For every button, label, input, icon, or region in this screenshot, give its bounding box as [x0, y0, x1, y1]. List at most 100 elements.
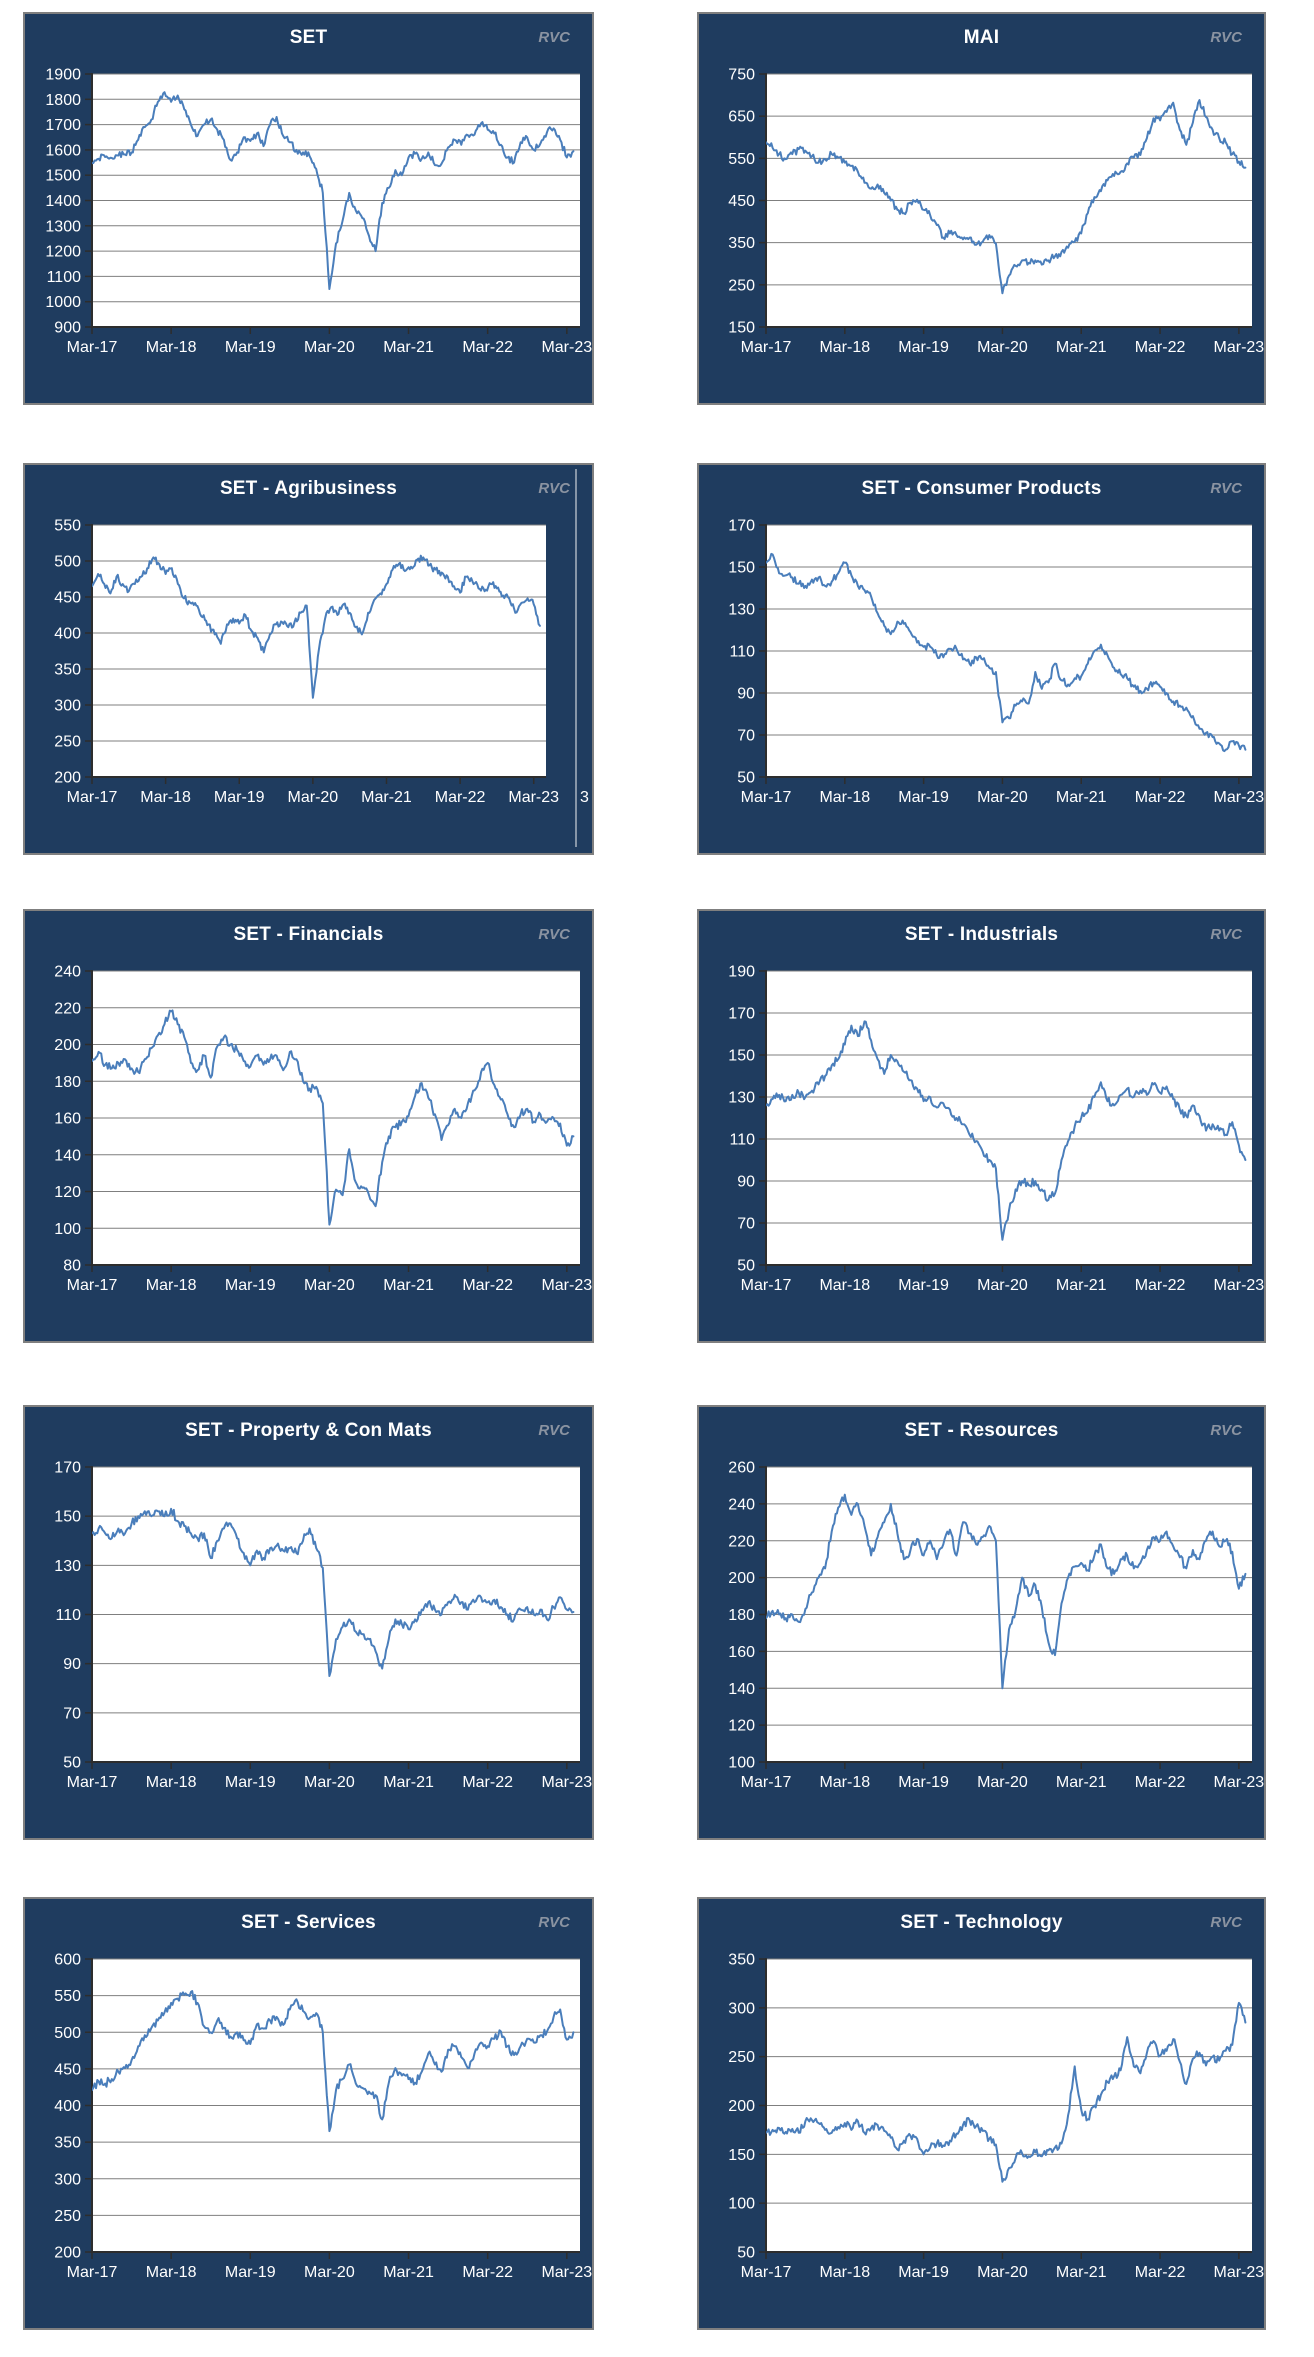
chart-title: SET - Property & Con Mats	[185, 1420, 432, 1441]
y-axis-tick-label: 200	[728, 2098, 755, 2115]
rvc-watermark: RVC	[538, 926, 570, 943]
price-line-set-industrials	[766, 1020, 1247, 1241]
price-line-set-resources	[766, 1493, 1247, 1690]
x-axis-tick-label: Mar-23	[541, 2264, 592, 2281]
x-axis-tick-label: Mar-21	[383, 2264, 434, 2281]
x-axis-tick-label: Mar-22	[435, 789, 486, 806]
chart-panel-set-technology: SET - Technology RVC 50 100 150 200 250 300 350 M…	[697, 1897, 1266, 2330]
x-axis-tick-label: Mar-20	[977, 789, 1028, 806]
plot-canvas-set-agribusiness: 200 250 300 350 400 450 500 550 Mar-17 Mar-18 Mar-…	[54, 469, 589, 847]
plot-canvas-set-technology: 50 100 150 200 250 300 350 Mar-17 Mar-18 Mar-19 Ma…	[728, 1952, 1264, 2282]
x-axis-tick-label: Mar-19	[225, 339, 276, 356]
y-axis-tick-label: 200	[54, 770, 81, 787]
y-axis-tick-label: 180	[54, 1074, 81, 1091]
x-axis-tick-label: Mar-17	[67, 1774, 118, 1791]
chart-title: SET	[289, 27, 328, 48]
x-axis-tick-label: Mar-18	[819, 2264, 870, 2281]
y-axis-tick-label: 80	[63, 1258, 81, 1275]
chart-panel-set: SET RVC 900 1000 1100 1200 1300 1400 1500 1600 170…	[23, 12, 594, 405]
y-axis-tick-label: 90	[737, 1174, 755, 1191]
chart-title: SET - Agribusiness	[219, 478, 398, 499]
y-axis-tick-label: 150	[728, 320, 755, 337]
y-axis-tick-label: 90	[63, 1656, 81, 1673]
y-axis-tick-label: 100	[728, 2196, 755, 2213]
y-axis-tick-label: 200	[54, 2245, 81, 2262]
y-axis-tick-label: 70	[63, 1705, 81, 1722]
x-axis-tick-label: Mar-21	[383, 339, 434, 356]
x-axis-tick-label: Mar-20	[304, 2264, 355, 2281]
y-axis-tick-label: 500	[54, 554, 81, 571]
y-axis-tick-label: 170	[54, 1460, 81, 1477]
y-axis-tick-label: 350	[728, 1952, 755, 1969]
x-axis-tick-label: Mar-17	[67, 2264, 118, 2281]
y-axis-tick-label: 130	[728, 1090, 755, 1107]
y-axis-tick-label: 1100	[47, 269, 82, 286]
plot-canvas-set-industrials: 50 70 90 110 130 150 170 190 Mar-17 Mar-18 Mar-19 M…	[728, 964, 1264, 1295]
x-axis-tick-label: Mar-18	[146, 1774, 197, 1791]
x-axis-tick-label: Mar-21	[383, 1774, 434, 1791]
x-axis-tick-label: Mar-18	[140, 789, 191, 806]
x-axis-tick-label: Mar-21	[1056, 2264, 1107, 2281]
x-axis-tick-label: Mar-17	[741, 339, 792, 356]
x-axis-tick-label: Mar-19	[225, 1277, 276, 1294]
x-axis-tick-label: Mar-20	[304, 1277, 355, 1294]
x-axis-tick-label: Mar-22	[1135, 1277, 1186, 1294]
y-axis-tick-label: 160	[728, 1644, 755, 1661]
x-axis-tick-label: Mar-20	[977, 1277, 1028, 1294]
rvc-watermark: RVC	[538, 1422, 570, 1439]
price-line-mai	[766, 99, 1247, 295]
rvc-watermark: RVC	[1210, 480, 1242, 497]
y-axis-tick-label: 120	[728, 1718, 755, 1735]
chart-panel-set-resources: SET - Resources RVC 100 120 140 160 180 200 220 2…	[697, 1405, 1266, 1840]
y-axis-tick-label: 550	[54, 1988, 81, 2005]
chart-panel-set-agribusiness: SET - Agribusiness RVC 200 250 300 350 400 450 5…	[23, 463, 594, 855]
y-axis-tick-label: 220	[54, 1000, 81, 1017]
y-axis-tick-label: 550	[54, 518, 81, 535]
y-axis-tick-label: 50	[737, 770, 755, 787]
y-axis-tick-label: 120	[54, 1184, 81, 1201]
rvc-watermark: RVC	[538, 480, 570, 497]
plot-canvas-set-financials: 80 100 120 140 160 180 200 220 240 Mar-17 Mar-18 Ma…	[54, 964, 592, 1295]
x-axis-tick-label: Mar-22	[1135, 2264, 1186, 2281]
x-axis-tick-label: Mar-21	[1056, 339, 1107, 356]
cropped-adjacent-chart-label-fragment: 3	[580, 789, 589, 806]
y-axis-tick-label: 500	[54, 2025, 81, 2042]
y-axis-tick-label: 900	[54, 320, 81, 337]
rvc-watermark: RVC	[1210, 926, 1242, 943]
x-axis-tick-label: Mar-22	[1135, 1774, 1186, 1791]
y-axis-tick-label: 90	[737, 686, 755, 703]
y-axis-tick-label: 140	[728, 1681, 755, 1698]
y-axis-tick-label: 250	[54, 734, 81, 751]
chart-title: SET - Financials	[233, 924, 384, 945]
y-axis-tick-label: 70	[737, 728, 755, 745]
y-axis-tick-label: 1400	[45, 193, 81, 210]
price-line-set	[92, 91, 575, 290]
y-axis-tick-label: 650	[728, 109, 755, 126]
y-axis-tick-label: 50	[737, 2245, 755, 2262]
y-axis-tick-label: 400	[54, 2098, 81, 2115]
rvc-watermark: RVC	[1210, 1422, 1242, 1439]
plot-canvas-set: 900 1000 1100 1200 1300 1400 1500 1600 1700 1800 1…	[45, 67, 592, 357]
chart-title: SET - Services	[241, 1912, 376, 1933]
y-axis-tick-label: 1200	[45, 244, 81, 261]
x-axis-tick-label: Mar-21	[1056, 789, 1107, 806]
y-axis-tick-label: 250	[728, 2049, 755, 2066]
x-axis-tick-label: Mar-17	[67, 1277, 118, 1294]
chart-panel-mai: MAI RVC 150 250 350 450 550 650 750 Mar-17 Mar-18 M…	[697, 12, 1266, 405]
x-axis-tick-label: Mar-22	[462, 2264, 513, 2281]
x-axis-tick-label: Mar-20	[304, 1774, 355, 1791]
plot-area	[766, 971, 1252, 1265]
price-line-set-financials	[92, 1009, 575, 1226]
y-axis-tick-label: 350	[728, 235, 755, 252]
y-axis-tick-label: 220	[728, 1533, 755, 1550]
x-axis-tick-label: Mar-17	[741, 1774, 792, 1791]
y-axis-tick-label: 750	[728, 67, 755, 84]
y-axis-tick-label: 1600	[45, 142, 81, 159]
x-axis-tick-label: Mar-22	[462, 1277, 513, 1294]
x-axis-tick-label: Mar-23	[541, 1774, 592, 1791]
price-line-set-technology	[766, 2001, 1247, 2183]
chart-title: SET - Resources	[904, 1420, 1059, 1441]
x-axis-tick-label: Mar-22	[462, 339, 513, 356]
y-axis-tick-label: 450	[728, 193, 755, 210]
